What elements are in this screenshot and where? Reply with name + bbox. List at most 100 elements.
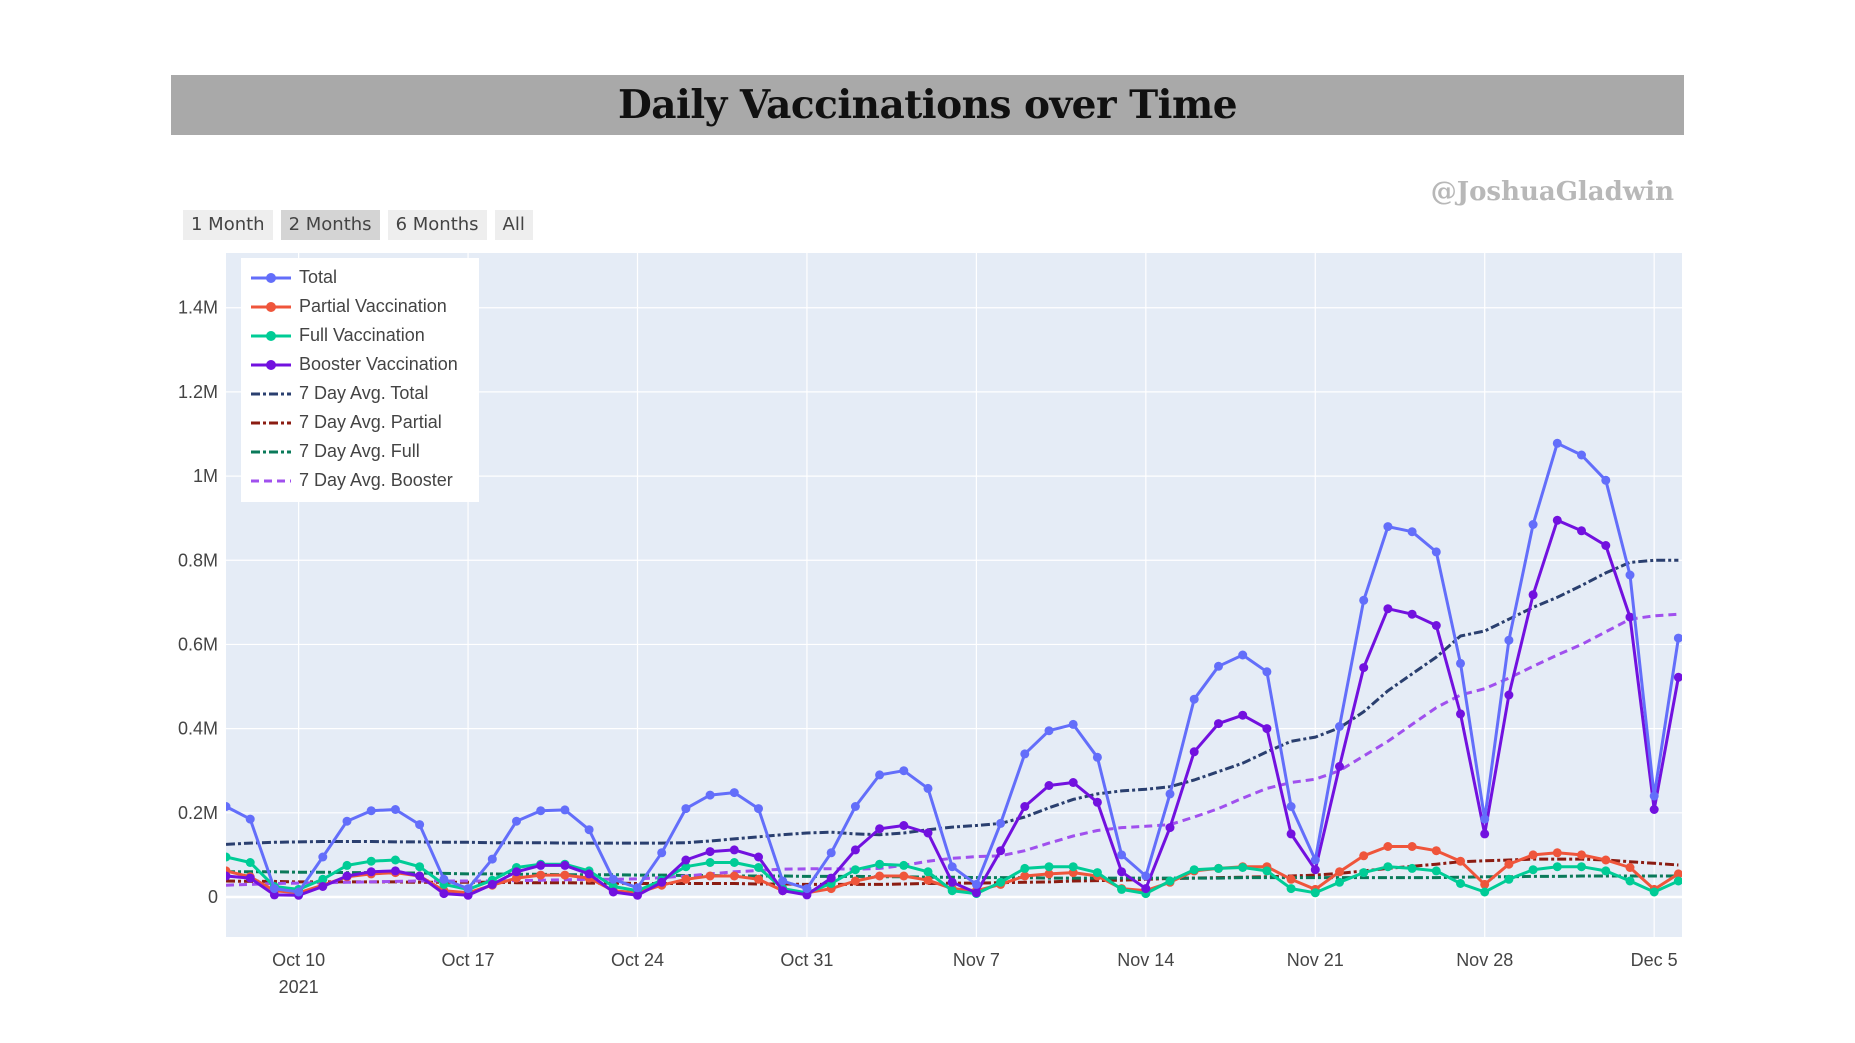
data-point[interactable]	[1068, 862, 1078, 872]
data-point[interactable]	[1020, 802, 1030, 811]
data-point[interactable]	[729, 871, 739, 881]
data-point[interactable]	[1262, 724, 1272, 734]
data-point[interactable]	[657, 848, 667, 858]
data-point[interactable]	[245, 858, 255, 867]
data-point[interactable]	[1092, 752, 1102, 762]
data-point[interactable]	[1383, 522, 1393, 532]
data-point[interactable]	[826, 848, 836, 858]
data-point[interactable]	[899, 821, 909, 830]
data-point[interactable]	[584, 825, 594, 835]
data-point[interactable]	[705, 790, 715, 800]
legend-item-avg-full[interactable]: 7 Day Avg. Full	[249, 437, 420, 466]
data-point[interactable]	[1335, 867, 1344, 877]
data-point[interactable]	[802, 884, 812, 894]
data-point[interactable]	[1044, 862, 1054, 872]
data-point[interactable]	[850, 865, 860, 875]
data-point[interactable]	[390, 866, 400, 876]
data-point[interactable]	[1407, 863, 1417, 873]
legend-item-total[interactable]: Total	[249, 263, 337, 292]
data-point[interactable]	[1189, 694, 1199, 704]
data-point[interactable]	[318, 874, 328, 884]
data-point[interactable]	[439, 889, 449, 899]
range-button-1-month[interactable]: 1 Month	[183, 210, 273, 240]
data-point[interactable]	[729, 858, 739, 867]
data-point[interactable]	[245, 814, 255, 824]
data-point[interactable]	[850, 845, 860, 855]
legend-item-partial[interactable]: Partial Vaccination	[249, 292, 447, 321]
range-button-2-months[interactable]: 2 Months	[280, 210, 380, 240]
data-point[interactable]	[996, 846, 1006, 856]
range-button-6-months[interactable]: 6 Months	[387, 210, 487, 240]
data-point[interactable]	[1238, 710, 1248, 720]
data-point[interactable]	[245, 873, 255, 883]
data-point[interactable]	[1092, 868, 1102, 878]
data-point[interactable]	[342, 860, 352, 870]
data-point[interactable]	[971, 888, 981, 898]
data-point[interactable]	[1214, 863, 1223, 873]
data-point[interactable]	[875, 770, 885, 780]
data-point[interactable]	[1577, 850, 1586, 860]
data-point[interactable]	[1673, 876, 1683, 886]
data-point[interactable]	[439, 874, 449, 884]
data-point[interactable]	[1117, 884, 1127, 894]
data-point[interactable]	[875, 859, 885, 869]
data-point[interactable]	[923, 875, 933, 885]
data-point[interactable]	[1165, 789, 1175, 799]
data-point[interactable]	[1577, 526, 1586, 536]
legend-item-avg-booster[interactable]: 7 Day Avg. Booster	[249, 466, 453, 495]
data-point[interactable]	[1577, 862, 1586, 872]
series-line[interactable]	[226, 870, 1679, 880]
data-point[interactable]	[923, 828, 933, 838]
data-point[interactable]	[1044, 726, 1054, 736]
data-point[interactable]	[1383, 604, 1393, 614]
legend-item-booster[interactable]: Booster Vaccination	[249, 350, 458, 379]
data-point[interactable]	[463, 890, 473, 900]
data-point[interactable]	[222, 802, 231, 811]
data-point[interactable]	[1286, 829, 1296, 839]
data-point[interactable]	[463, 884, 473, 894]
data-point[interactable]	[996, 818, 1006, 828]
data-point[interactable]	[705, 871, 715, 881]
data-point[interactable]	[875, 871, 885, 881]
data-point[interactable]	[1117, 867, 1127, 877]
data-point[interactable]	[657, 877, 667, 887]
range-button-all[interactable]: All	[494, 210, 533, 240]
legend-item-avg-partial[interactable]: 7 Day Avg. Partial	[249, 408, 442, 437]
data-point[interactable]	[681, 855, 691, 865]
data-point[interactable]	[1528, 520, 1538, 529]
data-point[interactable]	[415, 871, 425, 881]
data-point[interactable]	[705, 858, 715, 867]
data-point[interactable]	[1407, 527, 1417, 537]
data-point[interactable]	[1020, 871, 1030, 881]
data-point[interactable]	[681, 804, 691, 814]
data-point[interactable]	[1359, 595, 1369, 605]
data-point[interactable]	[1673, 869, 1683, 879]
data-point[interactable]	[1407, 842, 1417, 851]
data-point[interactable]	[1310, 855, 1320, 865]
data-point[interactable]	[1552, 438, 1562, 448]
data-point[interactable]	[1310, 888, 1320, 898]
data-point[interactable]	[1238, 863, 1248, 872]
data-point[interactable]	[1431, 866, 1441, 876]
data-point[interactable]	[1577, 450, 1586, 460]
data-point[interactable]	[1286, 874, 1296, 884]
data-point[interactable]	[1335, 877, 1344, 887]
data-point[interactable]	[294, 887, 304, 897]
data-point[interactable]	[560, 805, 570, 815]
data-point[interactable]	[729, 788, 739, 798]
data-point[interactable]	[754, 804, 763, 814]
data-point[interactable]	[1407, 609, 1417, 619]
data-point[interactable]	[1625, 612, 1635, 622]
data-point[interactable]	[390, 805, 400, 814]
data-point[interactable]	[1528, 590, 1538, 600]
data-point[interactable]	[487, 854, 497, 864]
data-point[interactable]	[778, 886, 788, 896]
data-point[interactable]	[681, 874, 691, 884]
data-point[interactable]	[608, 887, 618, 897]
data-point[interactable]	[342, 816, 352, 826]
data-point[interactable]	[1431, 621, 1441, 630]
data-point[interactable]	[1068, 719, 1078, 729]
data-point[interactable]	[560, 870, 570, 880]
data-point[interactable]	[1262, 866, 1272, 876]
